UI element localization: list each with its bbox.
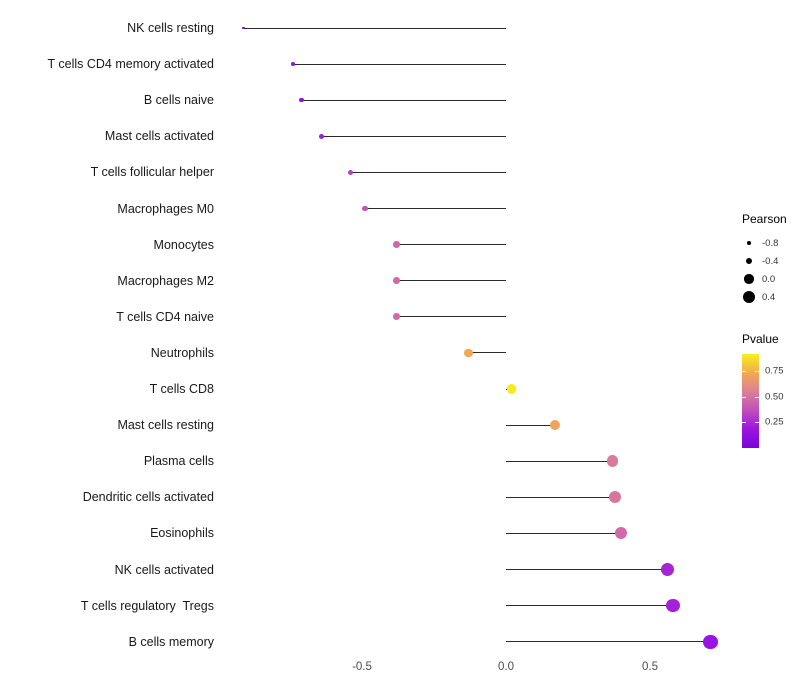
data-point — [666, 598, 680, 613]
data-point — [464, 348, 473, 358]
data-point — [299, 98, 304, 103]
data-point — [347, 169, 354, 176]
x-tick-label: 0.0 — [498, 661, 514, 673]
data-point — [290, 62, 295, 67]
lollipop-stem — [396, 316, 506, 318]
size-legend-dot — [744, 274, 754, 284]
x-tick-label: 0.5 — [642, 661, 658, 673]
color-legend: Pvalue 0.75 0.50 0.25 — [742, 332, 800, 448]
lollipop-stem — [506, 605, 674, 607]
lollipop-stem — [396, 280, 506, 282]
size-legend-entry: 0.4 — [742, 288, 800, 306]
lollipop-stem — [506, 496, 616, 498]
data-point — [393, 313, 400, 321]
colorbar-tick-label: 0.75 — [765, 365, 784, 377]
lollipop-stem — [396, 244, 506, 246]
category-label: Neutrophils — [150, 345, 214, 360]
size-legend-label: -0.4 — [762, 255, 779, 267]
colorbar-tick — [755, 396, 759, 398]
category-label: B cells memory — [128, 634, 214, 649]
data-point — [361, 205, 368, 212]
size-legend-entry: -0.8 — [742, 234, 800, 252]
category-label: Eosinophils — [150, 526, 214, 541]
data-point — [606, 455, 619, 468]
category-label: T cells CD4 memory activated — [47, 57, 215, 72]
category-label: Macrophages M0 — [117, 201, 214, 216]
lollipop-stem — [468, 352, 506, 354]
size-legend-label: 0.4 — [762, 291, 776, 303]
category-label: T cells CD8 — [149, 382, 214, 396]
size-legend-dot — [745, 257, 753, 265]
lollipop-stem — [292, 63, 506, 65]
size-legend-dot-box — [742, 272, 756, 286]
data-point — [660, 562, 674, 577]
category-label: Dendritic cells activated — [82, 490, 214, 505]
lollipop-stem — [506, 641, 711, 643]
lollipop-stem — [506, 569, 668, 570]
category-label: Mast cells activated — [104, 129, 214, 144]
category-label: Plasma cells — [143, 454, 214, 469]
lollipop-stem — [301, 99, 506, 101]
lollipop-stem — [506, 532, 622, 534]
size-legend-entries: -0.8 -0.4 0.0 0.4 — [742, 234, 800, 306]
lollipop-stem — [321, 135, 506, 137]
category-label: T cells CD4 naive — [116, 309, 214, 324]
data-point — [393, 277, 400, 284]
category-label: Mast cells resting — [117, 418, 214, 433]
data-point — [393, 241, 400, 248]
category-label: T cells follicular helper — [90, 165, 214, 180]
colorbar-tick — [755, 422, 759, 424]
lollipop-stem — [364, 208, 506, 209]
data-point — [319, 133, 325, 139]
data-point — [609, 491, 622, 504]
size-legend-title: Pearson — [742, 212, 787, 226]
data-point — [242, 26, 246, 30]
size-legend-dot — [742, 290, 756, 304]
data-point — [703, 634, 718, 649]
lollipop-stem — [506, 460, 613, 462]
data-point — [615, 527, 628, 540]
size-legend-dot-box — [742, 236, 756, 250]
colorbar-tick — [755, 371, 759, 373]
size-legend-entry: -0.4 — [742, 252, 800, 270]
data-point — [507, 384, 517, 394]
colorbar-tick-label: 0.25 — [765, 416, 784, 428]
category-label: NK cells resting — [127, 21, 214, 35]
lollipop-stem — [350, 171, 506, 173]
size-legend-dot-box — [742, 254, 756, 268]
category-label: T cells regulatory Tregs — [80, 598, 214, 613]
size-legend-label: 0.0 — [762, 273, 776, 285]
size-legend-dot-box — [742, 290, 756, 304]
lollipop-stem — [506, 424, 555, 426]
size-legend-label: -0.8 — [762, 237, 779, 249]
lollipop-stem — [243, 27, 506, 29]
x-tick-label: -0.5 — [352, 661, 372, 673]
category-label: Macrophages M2 — [117, 273, 214, 288]
category-label: Monocytes — [153, 237, 214, 252]
color-legend-title: Pvalue — [742, 332, 779, 346]
size-legend-entry: 0.0 — [742, 270, 800, 288]
colorbar-tick — [742, 396, 746, 398]
category-label: B cells naive — [143, 93, 214, 108]
category-label: NK cells activated — [114, 562, 214, 577]
colorbar-tick — [742, 371, 746, 373]
size-legend-dot — [747, 241, 751, 245]
pvalue-colorbar: 0.75 0.50 0.25 — [742, 354, 799, 448]
size-legend: Pearson -0.8 -0.4 0.0 0.4 — [742, 212, 800, 306]
pvalue-gradient-bar — [742, 354, 759, 448]
colorbar-tick — [742, 422, 746, 424]
data-point — [549, 419, 561, 431]
colorbar-tick-label: 0.50 — [765, 391, 784, 403]
